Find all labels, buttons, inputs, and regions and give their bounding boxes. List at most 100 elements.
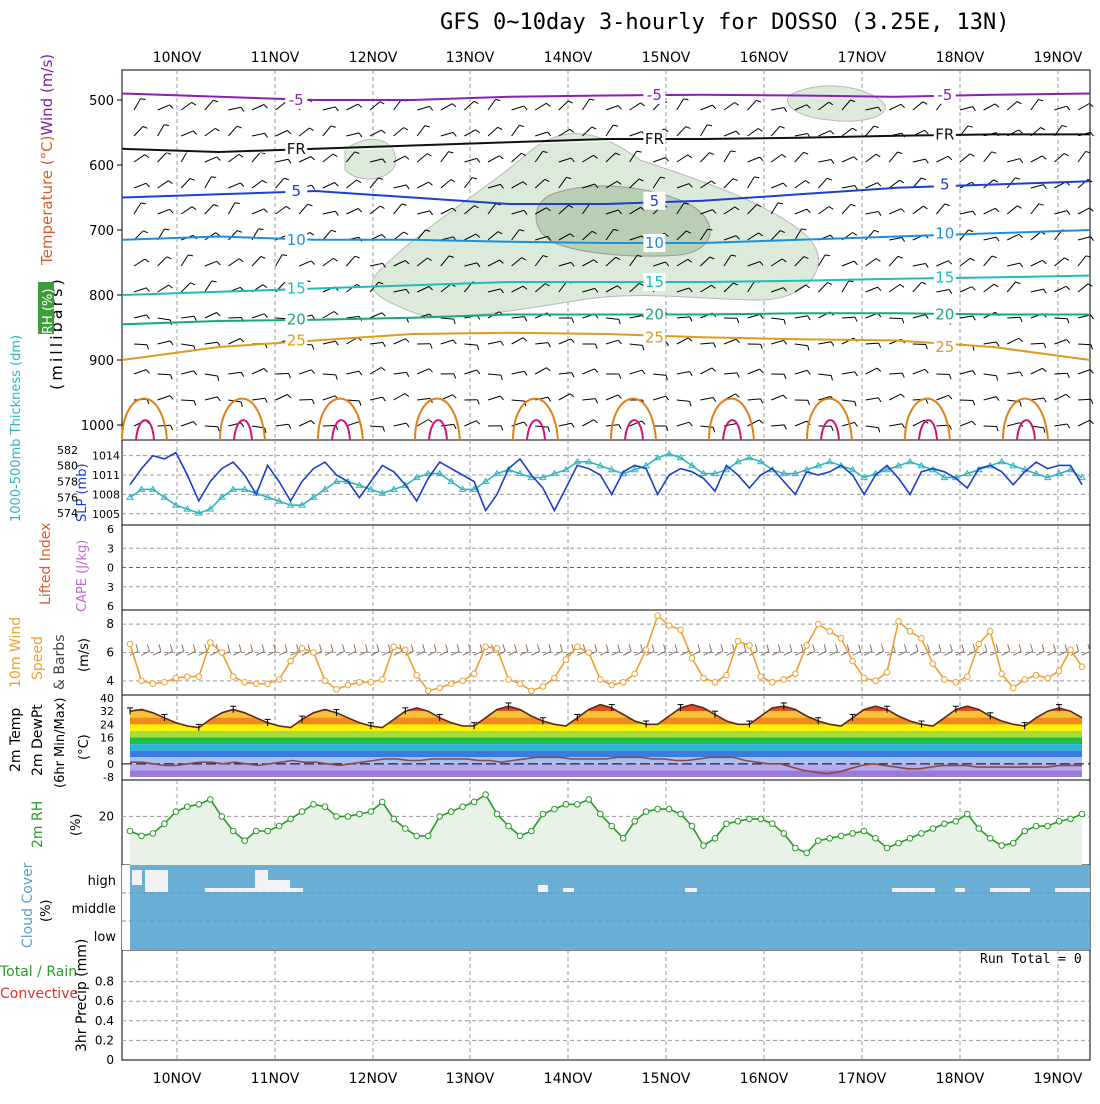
wind-barb-flag [855,317,857,322]
wind-barb-flag [143,127,148,129]
top-date-label: 17NOV [838,50,887,66]
wind-barb-flag [1091,345,1093,350]
wind10-barb-flag [962,644,964,651]
wind-tick-label: 8 [106,617,114,631]
wind-barb [346,180,356,188]
wind-barb [346,209,358,215]
wind-barb-flag [286,206,290,209]
wind-barb-flag [218,376,219,381]
wind-barb-flag [425,126,430,127]
wind-barb-flag [1067,424,1070,428]
wind-barb-flag [211,177,216,178]
wind-barb-flag [501,375,502,380]
wind-barb [936,374,949,375]
wind-barb [181,344,194,346]
wind-barb [464,101,474,110]
wind-barb [512,371,525,374]
contour-label: 5 [940,176,950,194]
wind-barb-flag [406,339,410,343]
wind-barb [960,316,973,318]
wind-barb [866,183,878,188]
wind-barb-flag [878,212,881,216]
wind-barb-flag [926,264,929,268]
wind10-point [299,646,305,652]
wind-barb-flag [429,420,433,423]
precip-axis-label: 3hr Precip (mm) [74,939,90,1052]
wind-barb [394,423,407,426]
wind-barb-flag [264,105,268,109]
wind-barb-flag [926,399,928,404]
wind-barb-flag [171,425,173,430]
wind-barb-flag [690,401,691,406]
wind-barb [630,344,643,345]
wind10-barb-flag [859,644,861,651]
wind10-barb [336,651,344,655]
top-date-label: 16NOV [740,50,789,66]
wind10-point [288,658,294,664]
wind10-point [689,655,695,661]
wind-barb-flag [900,285,904,288]
wind-barb [417,182,429,188]
wind-barb-flag [876,154,880,157]
wind-barb-flag [761,399,763,404]
wind-barb-flag [733,179,738,181]
wind-barb-flag [193,422,196,426]
wind-barb-flag [165,229,170,230]
wind-barb-flag [642,421,646,425]
wind-barb [346,371,359,374]
wind10-point [815,621,821,627]
wind-barb [630,103,641,110]
wind-barb-flag [237,231,242,233]
wind-barb-flag [1019,338,1023,341]
wind10-barb-flag [606,644,608,651]
wind-barb [512,400,525,401]
y-axis-label-parts: Temperature (°C)Wind (m/s) [38,54,56,266]
wind10-barb-flag [147,644,149,651]
wind-barb [1031,289,1044,292]
wind-barb-flag [996,342,999,346]
wind-barb [630,370,642,374]
wind-barb-flag [854,157,858,161]
wind-barb-flag [902,424,905,428]
wind10-point [196,674,202,680]
wind10-point [1068,647,1074,653]
wind-barb [370,426,383,427]
cloud-label: Cloud Cover [20,862,36,948]
wind10-point [781,677,787,683]
wind-barb-flag [335,107,338,111]
wind10-barb-flag [755,644,757,651]
top-date-label: 14NOV [544,50,593,66]
wind-barb [1031,204,1039,214]
wind-barb [1078,152,1086,163]
wind10-point [139,678,145,684]
rh2m-point [884,845,890,851]
wind-barb-flag [500,396,503,400]
wind-barb [228,126,237,136]
wind-barb-flag [167,257,172,259]
wind10-barb [1048,651,1056,655]
wind-barb [158,181,169,188]
wind10-barb-flag [342,644,344,651]
wind10-barb [864,651,872,655]
wind-barb [417,211,430,214]
contour-label: 10 [287,231,306,249]
wind-barb-flag [476,130,480,133]
wind-barb-flag [402,204,407,206]
rh2m-point [506,823,512,829]
wind-barb-flag [754,177,759,178]
wind-barb-flag [877,368,881,371]
wind-barb-flag [808,346,809,351]
precip-tick-label: 0 [106,1053,114,1067]
wind10-barb [509,651,517,655]
wind-barb [181,371,194,374]
wind-barb-flag [592,127,597,129]
cloud-gap [1055,888,1090,892]
wind-barb-flag [784,320,785,325]
wind-barb-flag [146,288,149,292]
rh2m-point [609,823,615,829]
cloud-row-label: low [94,930,117,945]
wind-barb [181,400,194,401]
wind-barb-flag [524,371,527,375]
wind10-barb-flag [973,644,975,651]
rh2m-point [987,836,993,842]
